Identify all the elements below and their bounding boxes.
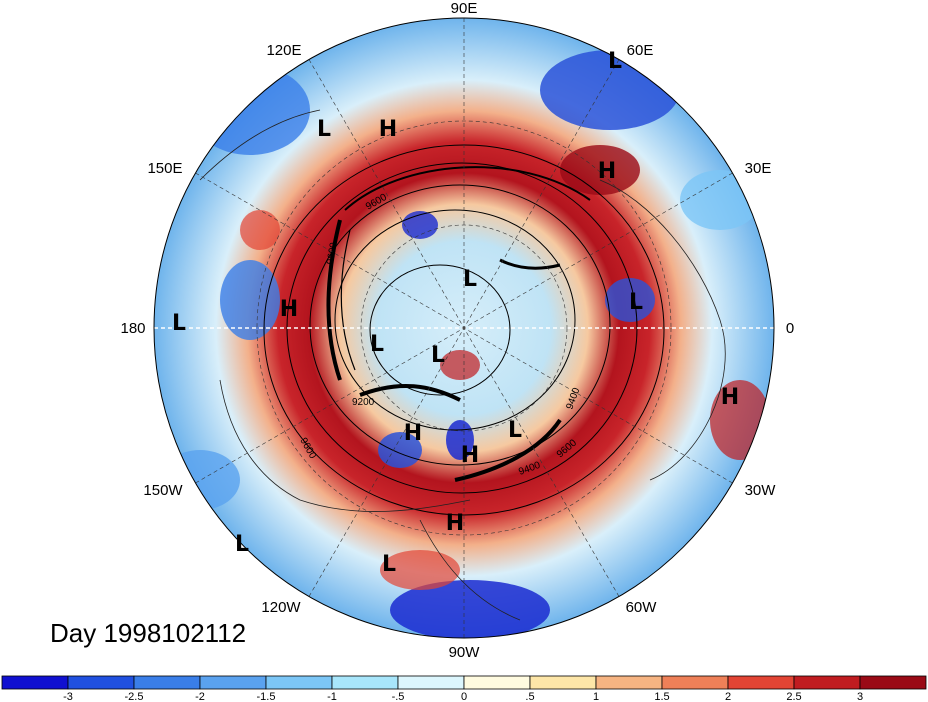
pressure-center-label: L	[431, 343, 445, 368]
pressure-center-label: H	[598, 159, 616, 184]
coastlines	[199, 109, 726, 621]
map-border	[153, 17, 775, 639]
colorbar-tick-label: 3	[857, 691, 863, 702]
colorbar-swatch	[67, 675, 135, 690]
pressure-center-labels: L H L H H L L L L L H H L H H L L	[172, 49, 739, 577]
pressure-center-label: H	[280, 297, 298, 322]
colorbar-swatch	[265, 675, 333, 690]
pressure-center-label: L	[382, 552, 396, 577]
pressure-center-label: L	[317, 117, 331, 142]
contour-label: 9200	[352, 397, 375, 408]
colorbar-swatch	[859, 675, 927, 690]
lon-label-60e: 60E	[627, 42, 654, 59]
lon-label-60w: 60W	[626, 599, 658, 616]
pressure-center-label: L	[370, 332, 384, 357]
colorbar-tick-label: 1.5	[654, 691, 669, 702]
pressure-center-label: L	[463, 267, 477, 292]
pressure-center-label: H	[461, 443, 479, 468]
colorbar-swatch	[661, 675, 729, 690]
colorbar-swatch	[463, 675, 531, 690]
colorbar-tick-label: 0	[461, 691, 467, 702]
pressure-center-label: H	[446, 511, 464, 536]
colorbar-tick-label: 2	[725, 691, 731, 702]
pressure-center-label: L	[235, 532, 249, 557]
lon-label-120w: 120W	[261, 599, 301, 616]
pressure-center-label: H	[404, 421, 422, 446]
graticule	[154, 18, 774, 638]
colorbar-swatch	[793, 675, 861, 690]
lon-label-150w: 150W	[143, 482, 183, 499]
colorbar-tick-label: -.5	[392, 691, 405, 702]
colorbar-swatch	[529, 675, 597, 690]
pressure-center-label: L	[172, 311, 186, 336]
lon-label-90e: 90E	[451, 0, 478, 17]
pressure-center-label: L	[629, 290, 643, 315]
colorbar-tick-label: -2.5	[125, 691, 144, 702]
colorbar-swatch	[1, 675, 69, 690]
lon-label-150e: 150E	[147, 160, 182, 177]
colorbar-tick-label: .5	[525, 691, 534, 702]
colorbar-tick-label: -3	[63, 691, 73, 702]
pressure-center-label: H	[721, 385, 739, 410]
colorbar: -3 -2.5 -2 -1.5 -1 -.5 0 .5 1 1.5 2 2.5 3	[1, 675, 927, 702]
lon-label-120e: 120E	[266, 42, 301, 59]
colorbar-swatch	[397, 675, 465, 690]
pressure-center-label: L	[508, 418, 522, 443]
lon-label-30w: 30W	[745, 482, 777, 499]
lon-label-90w: 90W	[449, 644, 481, 661]
pressure-center-label: L	[608, 49, 622, 74]
date-label: Day 1998102112	[50, 618, 247, 648]
colorbar-tick-label: 2.5	[786, 691, 801, 702]
lon-label-0: 0	[786, 320, 794, 337]
colorbar-swatch	[595, 675, 663, 690]
colorbar-swatch	[133, 675, 201, 690]
lon-label-30e: 30E	[745, 160, 772, 177]
contour-label: 9600	[325, 241, 340, 265]
lon-label-180: 180	[120, 320, 145, 337]
colorbar-tick-label: 1	[593, 691, 599, 702]
colorbar-swatch	[199, 675, 267, 690]
colorbar-swatch	[331, 675, 399, 690]
pressure-center-label: H	[379, 117, 397, 142]
colorbar-tick-label: -2	[195, 691, 205, 702]
colorbar-tick-label: -1	[327, 691, 337, 702]
colorbar-tick-label: -1.5	[257, 691, 276, 702]
longitude-labels: 90E 60E 30E 0 30W 60W 90W 120W 150W 180 …	[120, 0, 794, 661]
colorbar-swatch	[727, 675, 795, 690]
